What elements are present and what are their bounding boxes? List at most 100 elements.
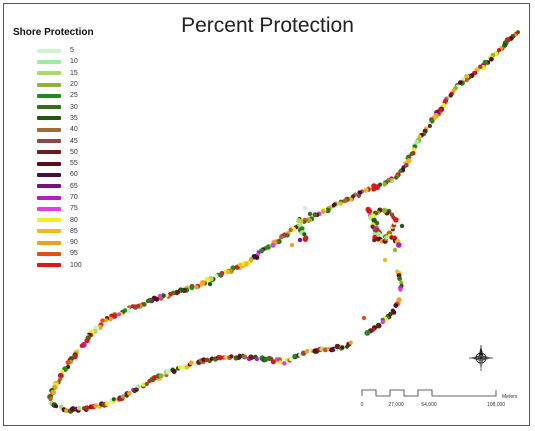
legend-item: 60 bbox=[13, 169, 133, 180]
shore-point bbox=[366, 208, 373, 214]
shore-point bbox=[93, 403, 99, 409]
shore-point bbox=[201, 357, 206, 363]
shore-point bbox=[325, 207, 331, 214]
shore-point bbox=[104, 318, 109, 323]
legend-label: 100 bbox=[70, 261, 82, 269]
legend-item: 20 bbox=[13, 79, 133, 90]
shore-point bbox=[411, 147, 417, 152]
shore-point bbox=[254, 357, 259, 362]
legend-item: 35 bbox=[13, 113, 133, 124]
shore-point bbox=[305, 348, 310, 353]
shore-point bbox=[175, 289, 181, 295]
shore-point bbox=[59, 373, 64, 379]
shore-point bbox=[117, 312, 121, 317]
legend-items: 5 10 15 20 25 30 35 40 45 50 55 60 65 70 75 80 85 90 95 100 bbox=[13, 45, 133, 271]
shore-point bbox=[237, 262, 243, 268]
shore-point bbox=[302, 236, 308, 242]
shore-point bbox=[120, 394, 126, 399]
shore-point bbox=[363, 187, 369, 193]
shore-point bbox=[270, 242, 276, 248]
legend-swatch bbox=[37, 59, 61, 64]
shore-point bbox=[289, 242, 295, 248]
map-frame bbox=[3, 3, 530, 426]
shore-point bbox=[282, 361, 287, 366]
legend: Shore Protection 5 10 15 20 25 30 35 40 45 50 55 60… bbox=[13, 27, 133, 271]
shore-point bbox=[278, 360, 283, 365]
legend-swatch bbox=[37, 48, 61, 53]
shore-point bbox=[307, 211, 313, 217]
shore-point bbox=[270, 359, 276, 365]
legend-item: 5 bbox=[13, 45, 133, 56]
north-arrow-icon bbox=[469, 345, 493, 371]
shore-point bbox=[382, 257, 388, 263]
shore-point bbox=[364, 330, 371, 336]
shore-point bbox=[370, 213, 376, 219]
shore-point bbox=[199, 282, 204, 287]
legend-item: 85 bbox=[13, 226, 133, 237]
legend-label: 65 bbox=[70, 182, 78, 190]
shore-point bbox=[397, 276, 402, 281]
shore-point bbox=[297, 237, 303, 243]
legend-title: Shore Protection bbox=[13, 27, 94, 38]
legend-swatch bbox=[37, 116, 61, 121]
shore-point bbox=[84, 338, 90, 344]
shore-point bbox=[225, 269, 231, 275]
legend-swatch bbox=[37, 127, 61, 132]
map-title: Percent Protection bbox=[181, 14, 354, 37]
shore-point bbox=[342, 198, 348, 204]
shore-point bbox=[448, 93, 453, 98]
shore-point bbox=[409, 151, 414, 156]
shore-point bbox=[340, 345, 345, 350]
legend-label: 85 bbox=[70, 227, 78, 235]
shore-point bbox=[429, 118, 435, 124]
shore-point bbox=[157, 293, 163, 299]
legend-label: 20 bbox=[70, 81, 78, 89]
legend-item: 45 bbox=[13, 135, 133, 146]
shore-point bbox=[194, 285, 199, 290]
legend-swatch bbox=[37, 184, 61, 189]
shore-point bbox=[229, 354, 234, 359]
legend-swatch bbox=[37, 195, 61, 200]
legend-label: 90 bbox=[70, 239, 78, 247]
legend-item: 15 bbox=[13, 68, 133, 79]
shore-point bbox=[417, 134, 422, 139]
legend-item: 65 bbox=[13, 181, 133, 192]
legend-item: 90 bbox=[13, 237, 133, 248]
shore-point bbox=[189, 285, 195, 291]
shore-point bbox=[249, 355, 255, 360]
shore-point bbox=[414, 139, 420, 145]
shore-point bbox=[147, 297, 153, 303]
shore-point bbox=[127, 390, 132, 396]
shore-point bbox=[100, 318, 105, 323]
legend-swatch bbox=[37, 161, 61, 166]
legend-swatch bbox=[37, 240, 61, 245]
scale-tick-2: 54,000 bbox=[421, 402, 437, 408]
legend-item: 50 bbox=[13, 147, 133, 158]
legend-label: 15 bbox=[70, 69, 78, 77]
shore-point bbox=[331, 203, 336, 208]
legend-label: 50 bbox=[70, 148, 78, 156]
legend-label: 70 bbox=[70, 194, 78, 201]
shore-point bbox=[380, 319, 385, 325]
shore-point bbox=[130, 304, 135, 309]
shore-point bbox=[464, 73, 470, 80]
shore-point bbox=[297, 222, 303, 228]
shore-point bbox=[171, 368, 177, 374]
shore-point bbox=[372, 238, 377, 243]
shore-point bbox=[399, 223, 405, 229]
shore-point bbox=[144, 381, 149, 387]
shore-point bbox=[348, 340, 353, 345]
shore-point bbox=[389, 212, 395, 218]
shore-point bbox=[458, 80, 463, 85]
shore-point bbox=[104, 401, 110, 407]
shore-point bbox=[460, 77, 466, 82]
legend-swatch bbox=[37, 139, 61, 144]
shore-point bbox=[371, 217, 377, 223]
legend-item: 95 bbox=[13, 248, 133, 259]
shore-point bbox=[348, 197, 354, 202]
legend-label: 5 bbox=[70, 47, 74, 55]
shore-point bbox=[312, 212, 318, 218]
scale-unit-label: Meters bbox=[502, 394, 518, 400]
legend-swatch bbox=[37, 105, 61, 110]
